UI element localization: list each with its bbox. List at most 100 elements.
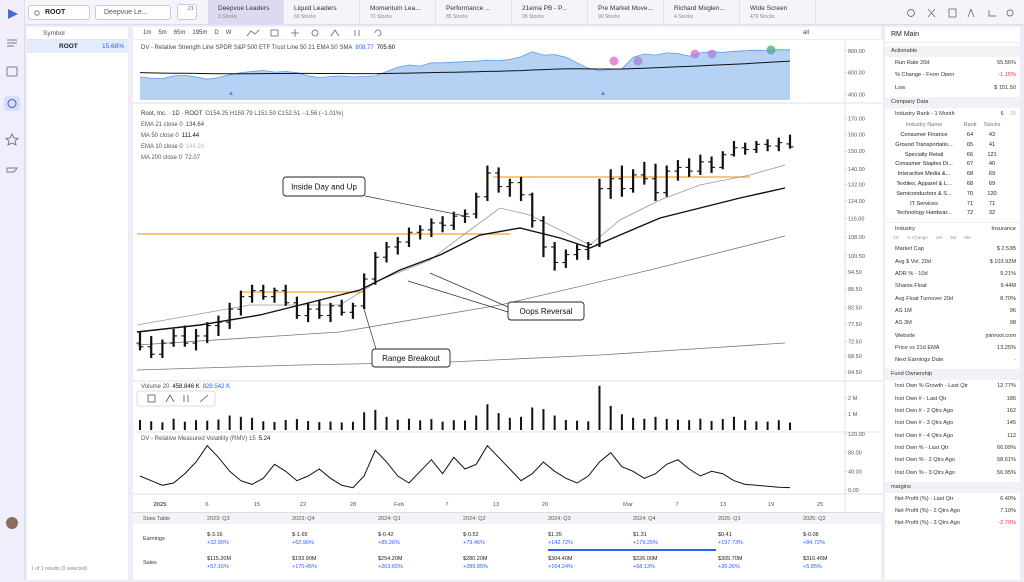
price-bar xyxy=(640,161,648,185)
layout-icon[interactable] xyxy=(6,66,18,77)
cell-value: $0.41 xyxy=(718,532,732,538)
avatar[interactable] xyxy=(6,517,18,529)
text-icon[interactable] xyxy=(967,8,975,18)
cell-change: +85.26% xyxy=(378,540,400,546)
price-bar xyxy=(158,339,166,359)
tool-path[interactable] xyxy=(165,394,175,403)
price-bar xyxy=(237,290,245,316)
tool-line[interactable] xyxy=(199,394,209,403)
indicator-value: 144.28 xyxy=(186,144,205,150)
y-tick-label: 116.00 xyxy=(848,216,864,222)
volume-bar xyxy=(295,419,298,430)
chart-icon[interactable] xyxy=(988,10,996,17)
stat-row: Low $ 151.50 xyxy=(885,82,1020,94)
chart-bg xyxy=(133,40,883,512)
pane-legend: MA 200 close 0 72.07 xyxy=(141,155,201,161)
industry-row[interactable]: Interactive Media &... 68 69 xyxy=(885,169,1020,179)
price-bar xyxy=(259,284,267,300)
watchlist-tabs: Deepvue Leaders 3 Stocks Liquid Leaders 69 … xyxy=(208,0,816,25)
volume-reading: 458.846 K xyxy=(172,384,199,390)
watchlist-tab[interactable]: Wide Screen 479 Stocks xyxy=(740,0,816,25)
x-icon[interactable] xyxy=(927,8,936,18)
interval-button[interactable]: 65m xyxy=(173,30,186,36)
range-select[interactable]: all xyxy=(803,30,810,36)
interval-button[interactable]: 1m xyxy=(143,30,152,36)
tool-pitchfork[interactable] xyxy=(183,395,189,402)
highlight-line xyxy=(548,549,716,551)
row-symbol: ROOT xyxy=(59,43,78,50)
change-column[interactable]: 1M xyxy=(935,235,943,241)
y-tick-label: 170.00 xyxy=(848,116,865,122)
watchlist-row[interactable]: ROOT 15.68% xyxy=(27,40,128,53)
industry-row[interactable]: Consumer Staples Di... 67 40 xyxy=(885,159,1020,169)
section-header[interactable]: Company Data xyxy=(885,96,1020,108)
star-icon[interactable] xyxy=(4,132,20,146)
stat-row: % Change - From Open -1.15% xyxy=(885,69,1020,81)
watchlist-tab[interactable]: Pre Market Move... 90 Stocks xyxy=(588,0,664,25)
tool-rect[interactable] xyxy=(147,394,156,403)
watchlist-select[interactable]: Deepvue Le... xyxy=(95,5,171,20)
stat-row: AS 1M 96 xyxy=(885,305,1020,317)
stats-table: Stats Table 2023: Q3 2023: Q4 2024: Q1 2024:… xyxy=(133,512,881,580)
industry-row[interactable]: Semiconductors & S... 70 120 xyxy=(885,189,1020,199)
interval-button[interactable]: 5m xyxy=(158,30,167,36)
price-bar xyxy=(584,241,592,260)
volume-bar xyxy=(486,404,489,430)
industry-cell: 71 xyxy=(988,200,996,207)
price-bar xyxy=(573,244,581,260)
change-column[interactable]: 6M xyxy=(964,235,971,241)
share-icon[interactable] xyxy=(907,9,915,17)
symbol-search[interactable]: ROOT xyxy=(28,5,90,20)
alerts-badge[interactable]: 21 xyxy=(177,4,197,20)
interval-button[interactable]: D xyxy=(214,30,219,36)
sidebar-icons xyxy=(4,9,20,529)
industry-header: Industry Name Rank Stocks xyxy=(885,120,1020,130)
industry-row[interactable]: IT Services 71 71 xyxy=(885,199,1020,209)
watchlist-rows: ROOT 15.68% xyxy=(27,40,128,53)
y-tick-label: 100.50 xyxy=(848,254,865,260)
section-header[interactable]: margins xyxy=(885,481,1020,493)
industry-cell: 41 xyxy=(988,141,996,148)
price-bar xyxy=(214,315,222,336)
industry-row[interactable]: Ground Transportatio... 65 41 xyxy=(885,140,1020,150)
panel-title[interactable]: RM Main xyxy=(885,27,1020,43)
cell-change: +286.85% xyxy=(463,564,488,570)
tab-count: 69 Stocks xyxy=(294,14,316,20)
watchlist-tab[interactable]: 21ema PB - P... 28 Stocks xyxy=(512,0,588,25)
volume-bar xyxy=(508,417,511,430)
industry-row[interactable]: Technology Hardwar... 72 32 xyxy=(885,208,1020,218)
volume-bar xyxy=(139,420,141,430)
interval-button[interactable]: 195m xyxy=(192,30,208,36)
watchlist-tab[interactable]: Richard Moglen... 4 Stocks xyxy=(664,0,740,25)
watchlist-tab[interactable]: Deepvue Leaders 3 Stocks xyxy=(208,0,284,25)
watchlist-tab[interactable]: Liquid Leaders 69 Stocks xyxy=(284,0,360,25)
interval-button[interactable]: W xyxy=(225,30,232,36)
change-column[interactable]: 1D xyxy=(893,235,899,241)
volume-bar xyxy=(632,417,635,430)
stat-row: Inst Own % - 3 Qtrs Ago 56.95% xyxy=(885,467,1020,479)
section-header[interactable]: Actionable xyxy=(885,46,1020,57)
price-bar xyxy=(719,151,727,170)
cell-value: $-3.16 xyxy=(207,532,223,538)
industry-row[interactable]: Textiles, Apparel & L... 68 69 xyxy=(885,179,1020,189)
cell-change: +263.65% xyxy=(378,564,403,570)
y-tick-label: 132.00 xyxy=(848,183,865,189)
industry-row[interactable]: Specialty Retail 66 121 xyxy=(885,150,1020,160)
watchlist-tab[interactable]: Performance ... 85 Stocks xyxy=(436,0,512,25)
screen-icon[interactable] xyxy=(6,167,18,173)
price-bar xyxy=(775,137,783,152)
settings-icon[interactable] xyxy=(1006,9,1014,17)
watchlist-name: Deepvue Le... xyxy=(104,9,148,16)
column-header: 2024: Q1 xyxy=(378,516,401,522)
fb-icon[interactable] xyxy=(948,8,957,18)
industry-row[interactable]: Consumer Finance 64 43 xyxy=(885,130,1020,140)
scan-icon[interactable] xyxy=(7,99,17,108)
indicator-value: 134.64 xyxy=(186,122,205,128)
volume-bar xyxy=(587,421,590,430)
section-header[interactable]: Fund Ownership xyxy=(885,369,1020,381)
change-column[interactable]: 3M xyxy=(950,235,957,241)
volume-bar xyxy=(553,415,556,430)
menu-icon[interactable] xyxy=(7,39,17,47)
change-column[interactable]: % Change xyxy=(906,235,928,241)
watchlist-tab[interactable]: Momentum Lea... 72 Stocks xyxy=(360,0,436,25)
